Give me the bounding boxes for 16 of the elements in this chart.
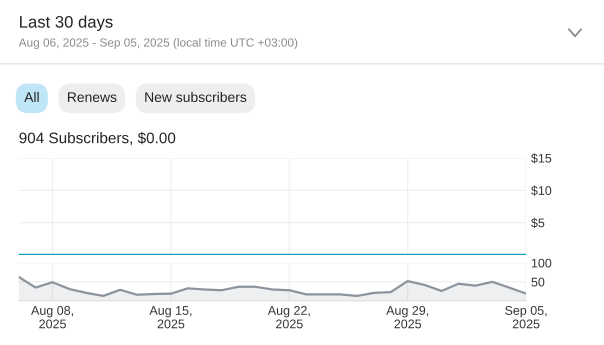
x-tick-label: Aug 08, 2025 [31, 306, 73, 328]
chart-title: Last 30 days [20, 16, 113, 32]
text: All [24, 92, 39, 102]
x-tick-label: Aug 29, 2025 [386, 306, 428, 328]
chart-subtitle: Aug 06, 2025 - Sep 05, 2025 (local time UTC +03:00) [18, 38, 298, 50]
x-tick-label: Aug 15, 2025 [149, 306, 192, 328]
y-tick-label: $10 [531, 186, 552, 196]
text: Renews [68, 92, 117, 102]
y-tick-label: 50 [531, 278, 544, 287]
text: New subscribers [145, 92, 246, 102]
x-tick-label: Sep 05, 2025 [505, 306, 547, 328]
y-tick-label: 100 [532, 258, 552, 268]
y-tick-label: $5 [531, 218, 544, 228]
y-tick-label: $15 [531, 153, 552, 164]
x-tick-label: Aug 22, 2025 [268, 306, 310, 328]
text: 904 Subscribers, $0.00 [19, 132, 176, 146]
